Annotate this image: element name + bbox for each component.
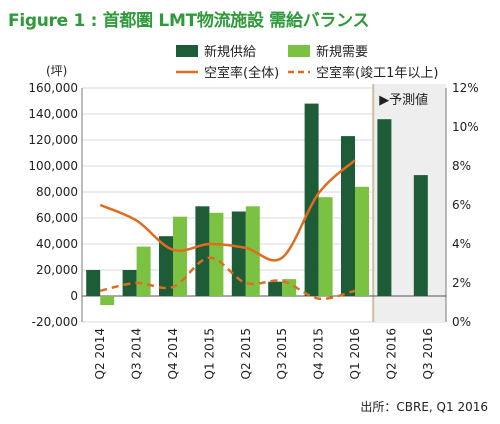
y-tick-label: 140,000 bbox=[28, 107, 78, 121]
y2-tick-label: 4% bbox=[452, 237, 471, 251]
bar-supply bbox=[413, 175, 428, 296]
y-tick-label: 100,000 bbox=[28, 159, 78, 173]
y-tick-label: 40,000 bbox=[36, 237, 78, 251]
bar-demand bbox=[136, 246, 151, 296]
x-tick-label: Q3 2014 bbox=[130, 328, 144, 379]
y-tick-label: 60,000 bbox=[36, 211, 78, 225]
bar-demand bbox=[209, 212, 224, 296]
y-tick-label: 80,000 bbox=[36, 185, 78, 199]
x-tick-label: Q4 2014 bbox=[166, 328, 180, 379]
y-unit-label: (坪) bbox=[46, 64, 67, 78]
bar-supply bbox=[377, 119, 392, 296]
bar-demand bbox=[318, 197, 333, 296]
line-vacancy-all bbox=[99, 159, 356, 262]
legend-swatch-supply bbox=[176, 45, 198, 57]
legend-label-vacancy-all: 空室率(全体) bbox=[204, 65, 279, 81]
y-tick-label: 0 bbox=[70, 289, 78, 303]
y-tick-label: -20,000 bbox=[32, 315, 78, 329]
bar-supply bbox=[268, 281, 283, 296]
y2-tick-label: 8% bbox=[452, 159, 471, 173]
y-tick-label: 20,000 bbox=[36, 263, 78, 277]
y-tick-label: 160,000 bbox=[28, 81, 78, 95]
y2-tick-label: 6% bbox=[452, 198, 471, 212]
bar-demand bbox=[173, 216, 187, 296]
legend-label-demand: 新規需要 bbox=[316, 44, 368, 60]
bar-demand bbox=[100, 296, 115, 306]
y2-tick-label: 2% bbox=[452, 276, 471, 290]
y2-tick-label: 12% bbox=[452, 81, 479, 95]
x-tick-label: Q2 2014 bbox=[93, 328, 107, 379]
bar-supply bbox=[304, 103, 319, 296]
bar-supply bbox=[341, 136, 355, 296]
x-tick-label: Q1 2015 bbox=[202, 328, 216, 379]
bar-demand bbox=[355, 186, 369, 296]
legend-swatch-demand bbox=[288, 45, 310, 57]
y2-tick-label: 10% bbox=[452, 120, 479, 134]
chart-title: Figure 1 : 首都圏 LMT物流施設 需給バランス bbox=[8, 11, 370, 31]
bar-supply bbox=[159, 236, 173, 296]
legend-label-vacancy-1yr: 空室率(竣工1年以上) bbox=[316, 65, 438, 81]
line-vacancy-1yr bbox=[99, 256, 356, 301]
x-tick-label: Q3 2016 bbox=[421, 328, 435, 379]
source-note: 出所：CBRE, Q1 2016 bbox=[360, 400, 488, 414]
bar-supply bbox=[86, 270, 101, 296]
y-tick-label: 120,000 bbox=[28, 133, 78, 147]
forecast-label: ▶予測値 bbox=[379, 92, 428, 108]
x-tick-label: Q4 2015 bbox=[312, 328, 326, 379]
bar-supply bbox=[195, 206, 210, 296]
x-tick-label: Q3 2015 bbox=[275, 328, 289, 379]
legend-label-supply: 新規供給 bbox=[204, 44, 256, 60]
bar-supply bbox=[231, 211, 246, 296]
x-tick-label: Q1 2016 bbox=[348, 328, 362, 379]
y2-tick-label: 0% bbox=[452, 315, 471, 329]
x-tick-label: Q2 2016 bbox=[384, 328, 398, 379]
x-tick-label: Q2 2015 bbox=[239, 328, 253, 379]
